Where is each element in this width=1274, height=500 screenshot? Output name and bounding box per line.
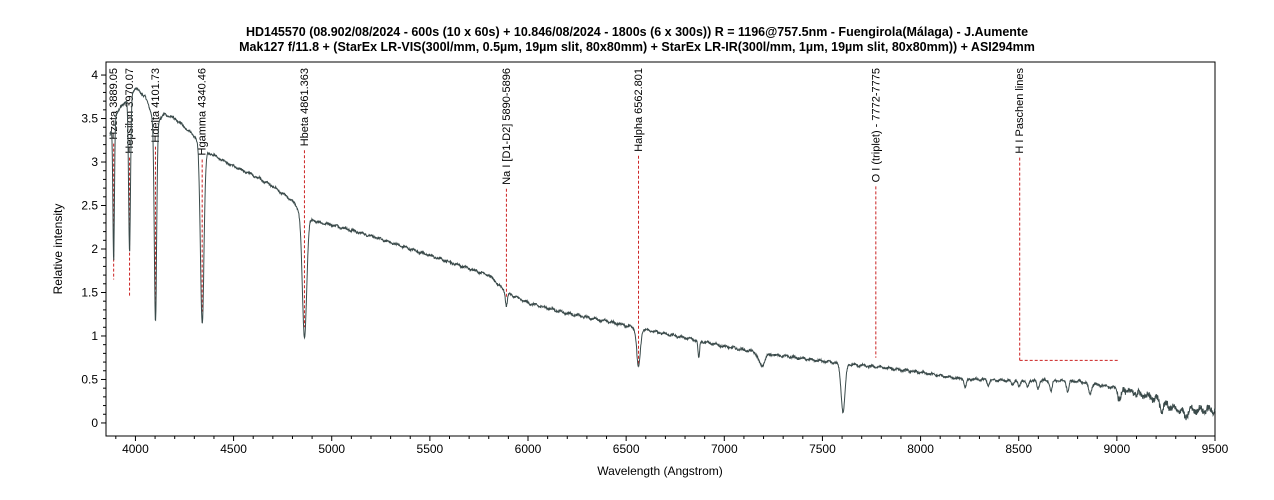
line-marker: Hbeta 4861.363 bbox=[299, 68, 311, 328]
y-tick-label: 4 bbox=[91, 68, 98, 82]
x-tick-label: 4500 bbox=[220, 442, 247, 456]
x-axis: 4000 4500 5000 5500 6000 6500 7000 7500 8000 8500… bbox=[115, 436, 1229, 456]
x-tick-label: 9000 bbox=[1104, 442, 1131, 456]
y-tick-label: 0.5 bbox=[81, 372, 98, 386]
chart-title: HD145570 (08.902/08/2024 - 600s (10 x 60… bbox=[245, 25, 1029, 39]
x-tick-label: 7500 bbox=[809, 442, 836, 456]
x-tick-label: 9500 bbox=[1202, 442, 1229, 456]
line-marker-label: O I (triplet) - 7772-7775 bbox=[870, 68, 882, 182]
line-markers: Hzeta 3889.05 Hepsilon 3970.07 Hdelta 4101… bbox=[108, 68, 1119, 367]
y-tick-label: 2 bbox=[91, 242, 98, 256]
x-axis-label: Wavelength (Angstrom) bbox=[597, 464, 723, 478]
line-marker: Hgamma 4340.46 bbox=[197, 68, 209, 312]
line-marker: Na I [D1-D2] 5890-5896 bbox=[501, 68, 513, 297]
line-marker-label: H I Paschen lines bbox=[1014, 68, 1026, 154]
x-tick-label: 8000 bbox=[907, 442, 934, 456]
chart-subtitle: Mak127 f/11.8 + (StarEx LR-VIS(300l/mm, … bbox=[239, 40, 1035, 54]
line-marker: Hzeta 3889.05 bbox=[108, 68, 120, 280]
line-marker-label: Hepsilon 3970.07 bbox=[124, 68, 136, 154]
line-marker: Halpha 6562.801 bbox=[633, 68, 645, 367]
y-tick-label: 1.5 bbox=[81, 285, 98, 299]
y-axis-label: Relative intensity bbox=[51, 204, 65, 295]
x-tick-label: 5500 bbox=[417, 442, 444, 456]
spectrum-line bbox=[109, 86, 1216, 421]
line-marker: Hepsilon 3970.07 bbox=[124, 68, 136, 297]
y-tick-label: 3 bbox=[91, 155, 98, 169]
line-marker-label: Hbeta 4861.363 bbox=[299, 68, 311, 146]
x-tick-label: 6500 bbox=[613, 442, 640, 456]
x-tick-label: 4000 bbox=[122, 442, 149, 456]
x-tick-label: 5000 bbox=[318, 442, 345, 456]
y-tick-label: 1 bbox=[91, 329, 98, 343]
plot-area-frame bbox=[105, 61, 1216, 437]
line-marker: O I (triplet) - 7772-7775 bbox=[870, 68, 882, 358]
line-marker-label: Hzeta 3889.05 bbox=[108, 68, 120, 140]
line-marker-label: Hdelta 4101.73 bbox=[150, 68, 162, 143]
y-tick-label: 2.5 bbox=[81, 199, 98, 213]
y-axis: 0 0.5 1 1.5 2 2.5 3 3.5 4 bbox=[81, 68, 106, 430]
line-marker-label: Na I [D1-D2] 5890-5896 bbox=[501, 68, 513, 185]
x-tick-label: 7000 bbox=[711, 442, 738, 456]
y-tick-label: 0 bbox=[91, 416, 98, 430]
x-tick-label: 6000 bbox=[515, 442, 542, 456]
line-marker-label: Hgamma 4340.46 bbox=[197, 68, 209, 155]
line-marker-label: Halpha 6562.801 bbox=[633, 68, 645, 152]
y-tick-label: 3.5 bbox=[81, 112, 98, 126]
line-marker: H I Paschen lines bbox=[1014, 68, 1119, 361]
x-tick-label: 8500 bbox=[1005, 442, 1032, 456]
